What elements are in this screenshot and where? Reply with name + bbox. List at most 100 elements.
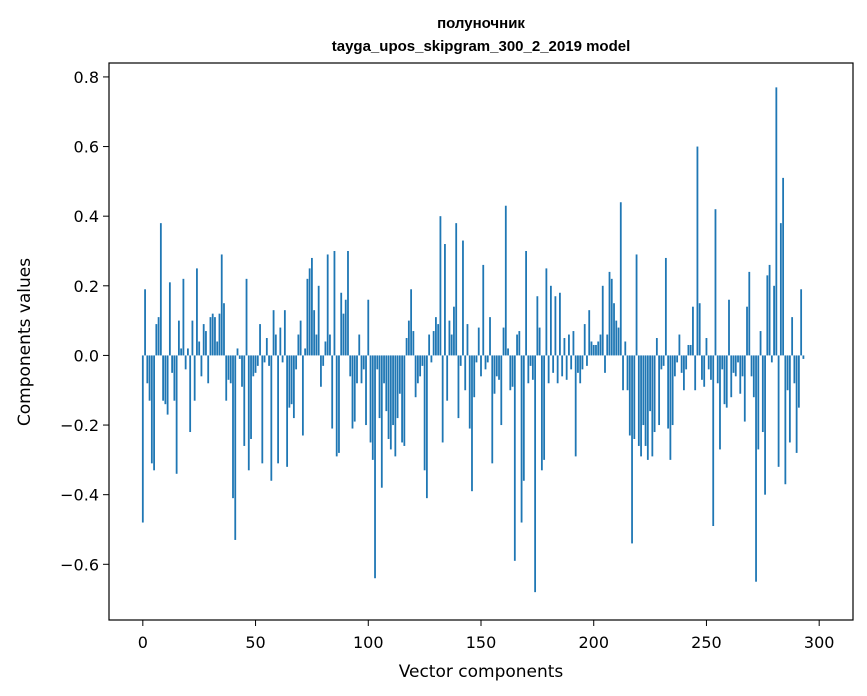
bar-181 (549, 285, 552, 356)
bar-122 (416, 355, 419, 384)
plot-frame (108, 62, 854, 621)
bar-95 (356, 355, 358, 384)
bar-274 (759, 331, 762, 356)
bar-281 (775, 87, 778, 356)
bar-216 (628, 355, 631, 436)
bar-228 (655, 338, 658, 356)
bar-174 (534, 355, 537, 593)
chart-title-line-1: полуночник (437, 15, 525, 32)
bar-234 (669, 355, 672, 460)
bar-229 (658, 355, 661, 426)
bar-27 (202, 324, 205, 356)
bar-259 (725, 355, 728, 408)
bar-289 (793, 355, 796, 384)
bar-179 (545, 268, 548, 356)
bar-88 (340, 292, 343, 356)
chart-title-line-2: tayga_upos_skipgram_300_2_2019 model (332, 38, 631, 55)
bar-215 (626, 355, 629, 391)
bar-221 (640, 355, 642, 457)
bar-266 (741, 355, 744, 377)
bar-52 (259, 324, 261, 356)
bar-102 (371, 355, 374, 460)
bar-218 (633, 355, 636, 439)
bar-159 (500, 355, 503, 426)
bar-225 (649, 355, 651, 412)
bar-269 (748, 271, 751, 356)
bar-244 (692, 306, 694, 356)
bar-208 (610, 278, 613, 356)
bar-30 (209, 317, 212, 356)
bar-263 (734, 355, 737, 377)
bar-256 (719, 355, 721, 450)
bar-45 (243, 355, 246, 446)
bar-40 (232, 355, 234, 499)
bar-44 (241, 355, 243, 387)
bar-248 (701, 355, 703, 380)
bar-129 (432, 331, 435, 356)
bar-155 (491, 355, 494, 464)
bar-249 (703, 355, 706, 387)
bar-240 (683, 355, 685, 391)
bar-82 (326, 254, 329, 356)
bar-209 (613, 303, 615, 356)
bar-10 (164, 355, 167, 405)
y-tick-label: −0.6 (60, 555, 99, 574)
bar-192 (574, 355, 577, 457)
bar-43 (238, 355, 241, 359)
bar-112 (394, 355, 397, 457)
bar-36 (223, 303, 225, 356)
bar-238 (678, 334, 681, 356)
bar-290 (795, 355, 798, 453)
bar-279 (770, 355, 773, 363)
bar-109 (387, 355, 390, 439)
bar-156 (493, 355, 496, 394)
bar-111 (392, 355, 394, 426)
bar-71 (301, 355, 304, 436)
bar-271 (752, 355, 755, 398)
bar-55 (265, 338, 268, 356)
bar-105 (378, 355, 381, 419)
bar-89 (342, 313, 345, 356)
bar-148 (475, 355, 478, 363)
bar-119 (410, 289, 413, 356)
bar-177 (540, 355, 543, 471)
bar-99 (365, 355, 367, 426)
bar-21 (189, 355, 192, 433)
bar-35 (220, 254, 223, 356)
bar-9 (162, 355, 165, 401)
bar-264 (737, 355, 739, 363)
bar-14 (173, 355, 176, 401)
bar-257 (721, 355, 724, 370)
bar-63 (283, 310, 286, 356)
bar-113 (396, 355, 399, 419)
bar-260 (728, 299, 730, 356)
bar-139 (455, 223, 458, 356)
bar-26 (200, 355, 203, 377)
bar-57 (270, 355, 273, 481)
x-tick-label: 50 (245, 633, 265, 652)
bar-59 (274, 334, 277, 356)
bar-237 (676, 355, 679, 363)
bars-group (141, 87, 805, 593)
bar-130 (435, 317, 437, 356)
bar-74 (308, 268, 311, 356)
bar-56 (268, 355, 270, 366)
y-tick-label: −0.2 (60, 416, 99, 435)
bar-141 (459, 355, 462, 366)
bar-42 (236, 348, 239, 356)
bar-7 (157, 317, 160, 356)
bar-258 (723, 355, 726, 405)
bar-41 (234, 355, 237, 540)
bar-13 (171, 355, 174, 373)
bar-108 (385, 355, 388, 412)
bar-188 (565, 355, 568, 380)
y-axis-label: Components values (15, 258, 35, 426)
bar-211 (617, 327, 620, 356)
bar-246 (696, 146, 699, 356)
bar-116 (403, 355, 406, 446)
bar-31 (211, 313, 214, 356)
bar-62 (281, 355, 284, 363)
y-tick-label: 0.4 (74, 207, 99, 226)
bar-173 (531, 355, 534, 380)
bar-250 (705, 338, 708, 356)
